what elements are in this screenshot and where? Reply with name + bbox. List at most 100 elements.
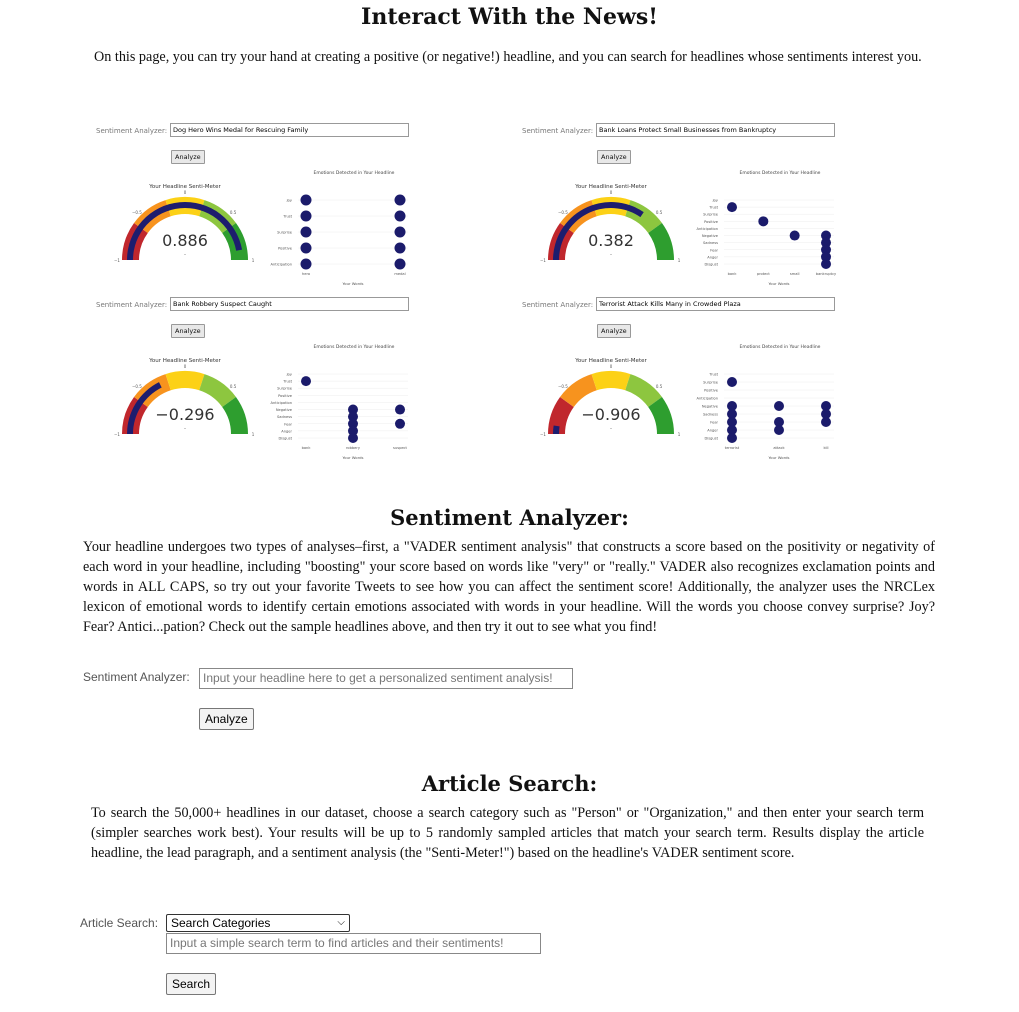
emotion-plot-title: Emotions Detected in Your Headline bbox=[740, 344, 821, 350]
gauge-tick-label: 1 bbox=[252, 258, 255, 263]
gauge-value-bar bbox=[553, 202, 644, 260]
sample-analyze-button[interactable]: Analyze bbox=[597, 150, 631, 164]
gauge-tick-label: −0.5 bbox=[558, 210, 568, 215]
emotion-dot bbox=[821, 237, 831, 248]
emotion-dot bbox=[300, 194, 312, 206]
x-axis-title: Your Words bbox=[768, 281, 789, 286]
word-label: bank bbox=[302, 446, 312, 450]
sample-analyze-button[interactable]: Analyze bbox=[597, 324, 631, 338]
emotion-dot bbox=[348, 404, 358, 415]
gauge-band bbox=[625, 374, 662, 407]
emotion-label: Anger bbox=[707, 255, 718, 259]
gauge-tick-label: 1 bbox=[678, 258, 681, 263]
emotion-dot bbox=[348, 425, 358, 436]
sample-label: Sentiment Analyzer: bbox=[522, 127, 594, 135]
emotion-label: Trust bbox=[282, 215, 292, 219]
emotion-label: Sadness bbox=[703, 413, 718, 417]
search-button[interactable]: Search bbox=[166, 973, 217, 995]
emotion-plot-title: Emotions Detected in Your Headline bbox=[314, 344, 395, 350]
emotion-dot bbox=[821, 244, 831, 255]
emotion-label: Negative bbox=[702, 405, 719, 409]
search-label: Article Search: bbox=[80, 916, 159, 930]
gauge-band bbox=[222, 396, 248, 434]
sample-headline-input[interactable]: Bank Robbery Suspect Caught bbox=[170, 297, 409, 311]
emotion-dot bbox=[789, 230, 800, 241]
headline-input[interactable]: Input your headline here to get a person… bbox=[199, 668, 573, 689]
page-title: Interact With the News! bbox=[361, 4, 658, 30]
sample-headline-input[interactable]: Bank Loans Protect Small Businesses from… bbox=[596, 123, 835, 137]
emotion-dot bbox=[727, 377, 737, 387]
analyze-button[interactable]: Analyze bbox=[199, 708, 254, 730]
emotion-plot-title: Emotions Detected in Your Headline bbox=[740, 170, 821, 176]
sample-headline-input[interactable]: Terrorist Attack Kills Many in Crowded P… bbox=[596, 297, 835, 311]
emotion-label: Joy bbox=[286, 373, 293, 377]
emotion-dot bbox=[394, 242, 406, 254]
x-axis-title: Your Words bbox=[342, 455, 363, 460]
sample-visualization: Your Headline Senti-Meter −1 −0.5 0 0.5 1 −0.2… bbox=[114, 344, 408, 460]
search-input[interactable]: Input a simple search term to find artic… bbox=[166, 933, 541, 954]
emotion-dot bbox=[727, 409, 737, 419]
emotion-label: Anger bbox=[281, 429, 292, 433]
emotion-dot bbox=[348, 418, 358, 429]
emotion-dot bbox=[821, 251, 831, 262]
gauge-title: Your Headline Senti-Meter bbox=[574, 358, 647, 364]
word-label: small bbox=[790, 272, 800, 276]
emotion-dot bbox=[821, 259, 831, 269]
gauge-tick-label: 1 bbox=[252, 432, 255, 437]
sample-panel-2: Sentiment Analyzer: Bank Loans Protect S… bbox=[522, 122, 962, 294]
word-label: attack bbox=[773, 446, 785, 450]
emotion-dot bbox=[394, 258, 406, 270]
emotion-label: Surprise bbox=[703, 213, 719, 217]
gauge-tick-label: 0.5 bbox=[230, 384, 237, 389]
analyzer-label: Sentiment Analyzer: bbox=[83, 670, 190, 684]
emotion-label: Anticipation bbox=[271, 401, 293, 405]
emotion-dot bbox=[821, 417, 831, 427]
word-label: bank bbox=[728, 272, 738, 276]
gauge-tick-label: 0 bbox=[184, 364, 187, 369]
gauge-marker: – bbox=[610, 426, 613, 432]
gauge-marker: – bbox=[184, 252, 187, 258]
gauge-tick-label: −1 bbox=[540, 432, 546, 437]
sample-visualization: Your Headline Senti-Meter −1 −0.5 0 0.5 1 −0.9… bbox=[540, 344, 834, 460]
emotion-dot bbox=[300, 226, 312, 238]
gauge-score: 0.886 bbox=[162, 231, 208, 250]
search-description: To search the 50,000+ headlines in our d… bbox=[91, 805, 924, 861]
emotion-label: Disgust bbox=[705, 437, 719, 441]
sample-analyze-button[interactable]: Analyze bbox=[171, 150, 205, 164]
gauge-value-bar bbox=[553, 425, 560, 434]
emotion-label: Trust bbox=[708, 373, 718, 377]
sample-analyze-button[interactable]: Analyze bbox=[171, 324, 205, 338]
analyzer-heading: Sentiment Analyzer: bbox=[390, 505, 629, 530]
word-label: bankruptcy bbox=[816, 272, 837, 276]
gauge-marker: – bbox=[610, 252, 613, 258]
emotion-label: Anticipation bbox=[697, 227, 719, 231]
emotion-label: Positive bbox=[278, 394, 293, 398]
emotion-label: Trust bbox=[708, 206, 718, 210]
gauge-band bbox=[548, 396, 574, 434]
emotion-label: Fear bbox=[284, 422, 292, 426]
sample-label: Sentiment Analyzer: bbox=[96, 127, 168, 135]
gauge-tick-label: 0.5 bbox=[656, 384, 663, 389]
word-label: robbery bbox=[346, 446, 361, 450]
emotion-label: Sadness bbox=[277, 415, 292, 419]
emotion-label: Negative bbox=[702, 234, 719, 238]
emotion-label: Anticipation bbox=[271, 263, 293, 267]
emotion-dot bbox=[774, 425, 784, 435]
x-axis-title: Your Words bbox=[768, 455, 789, 460]
sample-panel-3: Sentiment Analyzer: Bank Robbery Suspect… bbox=[96, 296, 536, 468]
gauge-tick-label: 0.5 bbox=[656, 210, 663, 215]
gauge-band bbox=[560, 374, 597, 407]
emotion-label: Disgust bbox=[705, 263, 719, 267]
emotion-dot bbox=[348, 433, 358, 443]
gauge-tick-label: −0.5 bbox=[558, 384, 568, 389]
emotion-dot bbox=[301, 376, 311, 387]
gauge-score: 0.382 bbox=[588, 231, 634, 250]
emotion-dot bbox=[727, 417, 737, 427]
emotion-label: Fear bbox=[710, 248, 718, 252]
emotion-dot bbox=[774, 417, 784, 427]
sample-headline-input[interactable]: Dog Hero Wins Medal for Rescuing Family bbox=[170, 123, 409, 137]
search-category-select[interactable]: Search Categories ⌵ bbox=[166, 914, 350, 932]
gauge-tick-label: 1 bbox=[678, 432, 681, 437]
sample-panel-1: Sentiment Analyzer: Dog Hero Wins Medal … bbox=[96, 122, 536, 294]
emotion-dot bbox=[300, 242, 312, 254]
